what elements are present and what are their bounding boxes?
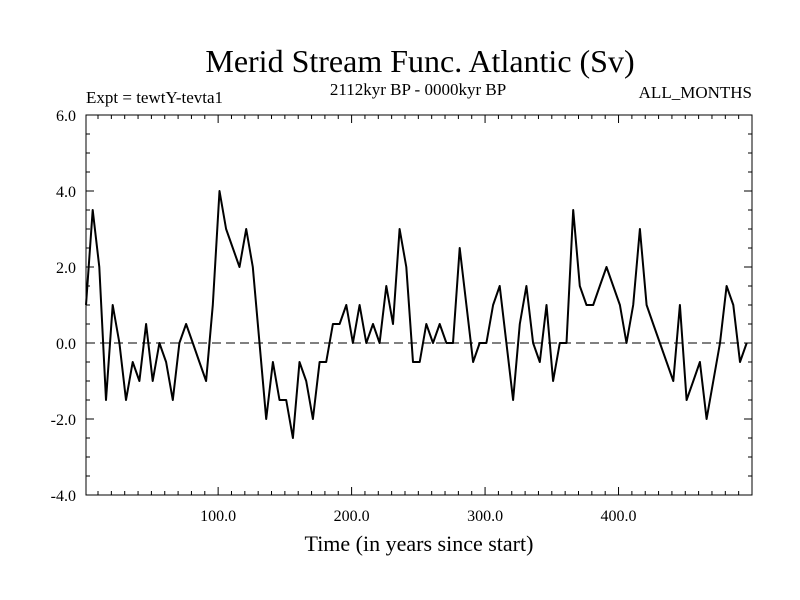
x-tick-label: 200.0 — [334, 508, 370, 525]
x-tick-label: 400.0 — [601, 508, 637, 525]
y-tick-label: 0.0 — [56, 336, 76, 353]
time-range-label: 2112kyr BP - 0000kyr BP — [330, 80, 506, 99]
y-tick-label: -4.0 — [51, 488, 76, 505]
experiment-label: Expt = tewtY-tevta1 — [86, 88, 223, 107]
y-tick-label: 6.0 — [56, 108, 76, 125]
chart-title: Merid Stream Func. Atlantic (Sv) — [205, 43, 634, 79]
x-axis: 100.0 200.0 300.0 400.0 — [97, 115, 753, 525]
y-tick-label: 4.0 — [56, 184, 76, 201]
y-tick-label: -2.0 — [51, 412, 76, 429]
x-tick-label: 100.0 — [200, 508, 236, 525]
months-label: ALL_MONTHS — [639, 83, 752, 102]
y-axis: -4.0 -2.0 0.0 2.0 4.0 6.0 — [51, 108, 752, 505]
series-line-1 — [85, 190, 748, 439]
y-tick-label: 2.0 — [56, 260, 76, 277]
x-axis-label: Time (in years since start) — [305, 531, 534, 556]
x-tick-label: 300.0 — [467, 508, 503, 525]
series-group — [85, 190, 748, 439]
